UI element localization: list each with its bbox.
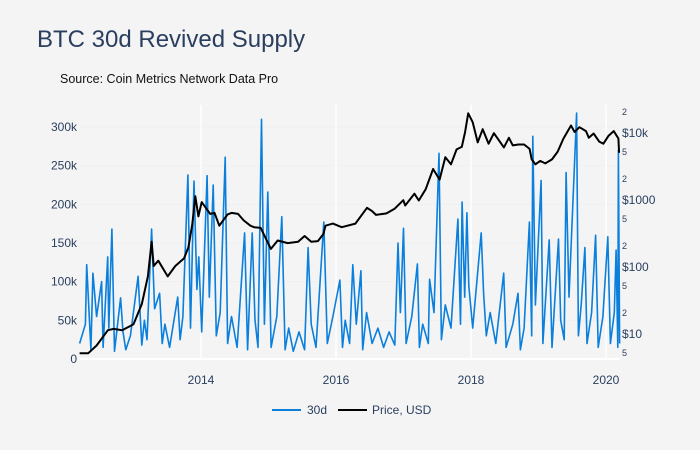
legend-label-price[interactable]: Price, USD [372,403,432,417]
y-left-tick-label: 50k [58,313,78,327]
legend-label-30d[interactable]: 30d [307,403,327,417]
y-axis-left: 0 50k 100k 150k 200k 250k 300k [51,120,78,366]
y-right-minor-tick-label: 5 [622,348,627,358]
chart-subtitle: Source: Coin Metrics Network Data Pro [60,72,279,86]
series-price-line [79,112,621,355]
x-tick-label: 2016 [323,373,350,387]
series-price [79,112,621,355]
y-right-minor-tick-label: 2 [622,308,627,318]
y-right-tick-label: $10 [622,327,642,341]
y-right-minor-tick-label: 5 [622,147,627,157]
y-left-tick-label: 300k [51,120,78,134]
y-right-tick-label: $10k [622,126,649,140]
y-left-tick-label: 200k [51,197,78,211]
y-right-tick-label: $1000 [622,193,656,207]
x-tick-label: 2014 [188,373,215,387]
y-left-tick-label: 0 [70,352,77,366]
y-right-minor-tick-label: 2 [622,107,627,117]
y-right-minor-tick-label: 2 [622,241,627,251]
x-axis: 2014 2016 2018 2020 [188,373,620,387]
legend[interactable]: 30d Price, USD [272,403,432,417]
y-right-tick-label: $100 [622,260,649,274]
chart-title: BTC 30d Revived Supply [37,26,306,53]
series-30d [78,112,621,353]
y-right-minor-tick-label: 5 [622,281,627,291]
y-right-minor-tick-label: 2 [622,174,627,184]
y-left-tick-label: 250k [51,159,78,173]
y-left-tick-label: 150k [51,236,78,250]
y-right-minor-tick-label: 5 [622,214,627,224]
x-tick-label: 2018 [458,373,485,387]
y-axis-right: $10 $100 $1000 $10k 5 2 5 2 5 2 5 2 [622,107,656,358]
series-30d-line [78,112,621,353]
x-tick-label: 2020 [593,373,620,387]
y-left-tick-label: 100k [51,275,78,289]
